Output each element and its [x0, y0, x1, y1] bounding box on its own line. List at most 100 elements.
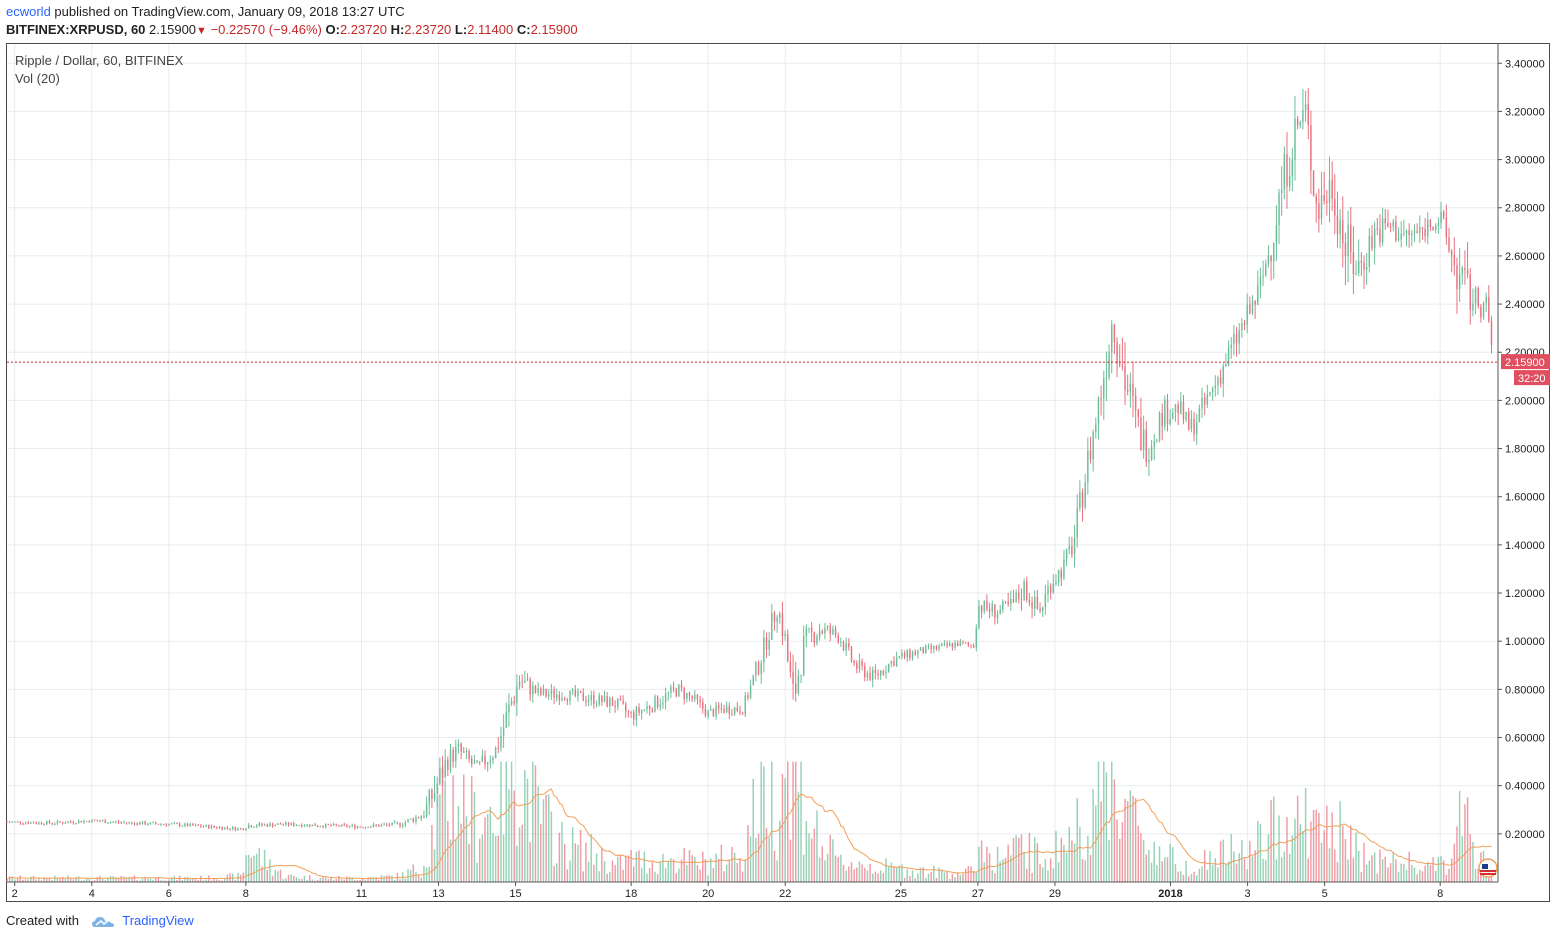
candle-body — [949, 643, 951, 646]
volume-bar — [417, 874, 420, 882]
volume-bar — [436, 797, 438, 882]
volume-bar — [1397, 871, 1400, 882]
volume-bar — [160, 880, 162, 882]
chart-frame[interactable] — [6, 43, 1550, 902]
candle-body — [46, 821, 48, 825]
candle-body — [335, 824, 338, 826]
candle-body — [277, 823, 279, 825]
candle-body — [1211, 387, 1214, 392]
candle-body — [423, 816, 425, 818]
volume-bar — [1020, 834, 1023, 882]
volume-bar — [247, 854, 250, 882]
candle-body — [1299, 121, 1302, 126]
candle-body — [890, 660, 893, 664]
candle-body — [1142, 429, 1145, 450]
volume-bar — [255, 853, 258, 882]
volume-bar — [768, 837, 770, 882]
volume-bar — [917, 873, 919, 882]
candle-body — [834, 628, 837, 636]
candle-body — [1164, 399, 1166, 427]
candle-body — [794, 683, 797, 694]
volume-bar — [64, 878, 67, 882]
volume-bar — [481, 834, 484, 882]
volume-bar — [1429, 864, 1432, 882]
volume-bar — [996, 846, 999, 882]
volume-bar — [1100, 801, 1102, 882]
tradingview-link[interactable]: TradingView — [122, 913, 194, 928]
volume-bar — [1400, 863, 1402, 882]
candle-body — [1360, 261, 1363, 263]
candle-body — [1379, 229, 1381, 243]
volume-bar — [298, 878, 300, 882]
candle-body — [914, 651, 916, 655]
volume-bar — [882, 872, 885, 882]
volume-bar — [702, 851, 704, 882]
volume-bar — [407, 868, 409, 882]
candle-body — [247, 825, 250, 829]
volume-bar — [176, 879, 178, 882]
volume-bar — [51, 880, 53, 882]
candle-body — [1010, 598, 1012, 604]
volume-bar — [704, 859, 707, 882]
volume-bar — [189, 879, 191, 882]
candle-body — [274, 824, 276, 827]
volume-bar — [356, 880, 359, 882]
volume-bar — [832, 839, 834, 882]
volume-bar — [1434, 870, 1437, 882]
volume-bar — [1331, 812, 1333, 882]
y-tick-label: 0.20000 — [1505, 829, 1545, 841]
volume-bar — [1206, 869, 1209, 882]
candle-body — [579, 690, 582, 693]
volume-bar — [1294, 818, 1296, 882]
y-tick-label: 1.00000 — [1505, 636, 1545, 648]
candle-body — [874, 669, 877, 674]
volume-bar — [1087, 835, 1089, 882]
author-link[interactable]: ecworld — [6, 4, 51, 19]
volume-bar — [749, 836, 752, 882]
volume-bar — [83, 880, 85, 882]
candle-body — [1150, 446, 1153, 460]
volume-bar — [1172, 847, 1174, 882]
volume-bar — [497, 835, 500, 882]
candle-body — [1411, 233, 1413, 236]
volume-bar — [332, 879, 335, 882]
volume-bar — [1018, 837, 1020, 882]
volume-bar — [513, 790, 515, 882]
volume-bar — [6, 879, 8, 882]
candle-body — [651, 709, 654, 712]
volume-bar — [1177, 871, 1179, 882]
countdown-label-bg — [1514, 370, 1550, 386]
volume-bar — [566, 869, 569, 882]
candle-body — [991, 604, 993, 612]
candle-body — [1087, 450, 1089, 483]
candle-body — [1413, 231, 1416, 234]
volume-bar — [524, 770, 526, 882]
candle-body — [587, 700, 590, 702]
volume-bar — [59, 878, 61, 882]
volume-bar — [1150, 862, 1153, 882]
candle-body — [131, 822, 133, 824]
candle-body — [253, 826, 255, 828]
candle-body — [1055, 581, 1057, 584]
candle-body — [1384, 218, 1386, 224]
volume-bar — [330, 876, 332, 882]
y-tick-label: 3.40000 — [1505, 58, 1545, 70]
volume-bar — [603, 861, 606, 882]
candle-body — [1397, 239, 1400, 241]
candle-body — [263, 824, 266, 826]
volume-bar — [733, 852, 736, 882]
candle-body — [566, 699, 569, 701]
candle-body — [380, 824, 383, 827]
volume-bar — [218, 880, 221, 882]
volume-bar — [1063, 844, 1065, 882]
volume-bar — [1007, 844, 1009, 882]
candle-body — [922, 647, 924, 654]
volume-bar — [54, 875, 56, 882]
candle-body — [779, 613, 781, 618]
candle-body — [1209, 391, 1211, 395]
candle-body — [388, 824, 391, 826]
volume-bar — [582, 871, 585, 882]
candle-body — [189, 823, 191, 827]
candle-body — [473, 762, 476, 764]
